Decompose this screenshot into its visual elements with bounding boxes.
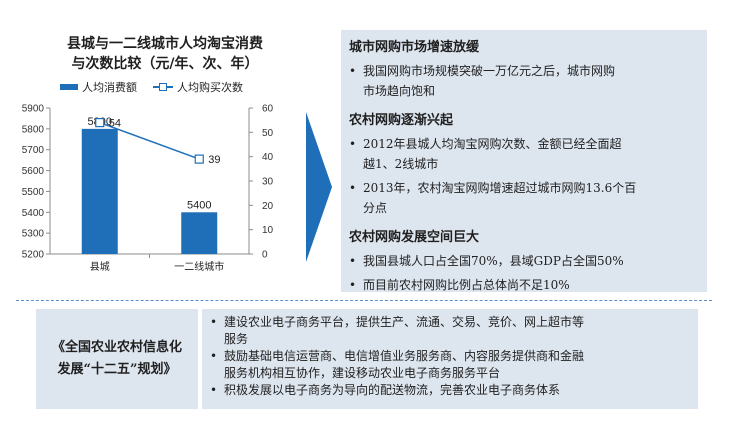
bullet-text-line: 分点 xyxy=(363,201,388,215)
policy-item: • 鼓励基础电信运营商、电信增值业务服务商、内容服务提供商和金融 服务机构相互协作，… xyxy=(210,348,692,382)
policy-text-line: 建设农业电子商务平台，提供生产、流通、交易、竞价、网上超市等 xyxy=(224,315,585,329)
policy-title-line2: 发展“十二五”规划》 xyxy=(57,362,177,377)
bar xyxy=(181,212,218,254)
bullet-item: • 而目前农村网购比例占总体尚不足10% xyxy=(349,275,699,295)
policy-text-line: 服务 xyxy=(224,332,249,346)
bullet-dot-icon: • xyxy=(210,349,218,363)
chart-legend: 人均消费额 人均购买次数 xyxy=(60,79,243,95)
y-left-tick-label: 5500 xyxy=(22,187,45,198)
series-line xyxy=(99,121,200,160)
legend-bar-swatch xyxy=(60,84,78,90)
y-left-tick-label: 5300 xyxy=(22,229,45,240)
y-right-tick-label: 0 xyxy=(262,250,268,261)
y-right-tick-label: 50 xyxy=(262,128,274,139)
y-left-tick-label: 5200 xyxy=(22,250,45,261)
y-left-tick-label: 5800 xyxy=(22,124,45,135)
policy-text-line: 服务机构相互协作，建设移动农业电子商务服务平台 xyxy=(224,366,501,380)
bullet-item: • 我国网购市场规模突破一万亿元之后，城市网购 市场趋向饱和 xyxy=(349,61,699,101)
chart-title-line2: 与次数比较（元/年、次、年） xyxy=(71,56,259,72)
y-right-tick-label: 60 xyxy=(262,104,274,115)
bullet-text-line: 2012年县城人均淘宝网购次数、金额已经全面超 xyxy=(363,137,622,151)
line-point xyxy=(95,117,105,128)
line-data-label: 39 xyxy=(208,154,220,166)
bar xyxy=(81,128,118,254)
bullet-dot-icon: • xyxy=(349,254,357,268)
bar-line-chart: 5200 5300 5400 5500 5600 5700 5800 5900 0 10 20 30 4… xyxy=(22,104,274,274)
y-right-tick-label: 10 xyxy=(262,225,274,236)
policy-item: • 建设农业电子商务平台，提供生产、流通、交易、竞价、网上超市等 服务 xyxy=(210,314,692,348)
y-right-tick-label: 40 xyxy=(262,152,274,163)
line-point xyxy=(194,154,204,164)
section-divider xyxy=(16,300,712,301)
bullet-dot-icon: • xyxy=(349,278,357,292)
bullet-text-line: 我国县城人口占全国70%，县域GDP占全国50% xyxy=(363,254,624,268)
chart-title: 县城与一二线城市人均淘宝消费 与次数比较（元/年、次、年） xyxy=(30,34,300,74)
policy-title-line1: 《全国农业农村信息化 xyxy=(51,340,182,355)
x-tick-label: 一二线城市 xyxy=(174,260,224,273)
right-arrow-icon xyxy=(306,112,332,262)
market-trends-panel: 城市网购市场增速放缓 • 我国网购市场规模突破一万亿元之后，城市网购 市场趋向饱和农村… xyxy=(341,30,707,292)
bullet-item: • 我国县城人口占全国70%，县域GDP占全国50% xyxy=(349,251,699,271)
bar-data-label: 5400 xyxy=(187,199,211,211)
y-left-tick-label: 5700 xyxy=(22,145,45,156)
policy-title-box: 《全国农业农村信息化 发展“十二五”规划》 xyxy=(36,309,198,409)
policy-text-line: 积极发展以电子商务为导向的配送物流，完善农业电子商务体系 xyxy=(224,383,561,397)
bullet-dot-icon: • xyxy=(210,315,218,329)
bullet-text-line: 我国网购市场规模突破一万亿元之后，城市网购 xyxy=(363,64,616,78)
line-data-label: 54 xyxy=(109,118,121,130)
policy-item: • 积极发展以电子商务为导向的配送物流，完善农业电子商务体系 xyxy=(210,382,692,399)
bullet-dot-icon: • xyxy=(210,383,218,397)
policy-list: • 建设农业电子商务平台，提供生产、流通、交易、竞价、网上超市等 服务 • 鼓励基础电信… xyxy=(202,309,698,409)
x-tick-label: 县城 xyxy=(90,261,110,273)
legend-line-label: 人均购买次数 xyxy=(177,81,243,94)
bullet-dot-icon: • xyxy=(349,64,357,78)
y-right-tick-label: 20 xyxy=(262,201,274,212)
chart-title-line1: 县城与一二线城市人均淘宝消费 xyxy=(67,36,263,52)
section-title: 农村网购逐渐兴起 xyxy=(349,113,454,128)
y-right-tick-label: 30 xyxy=(262,177,274,188)
bullet-item: • 2013年，农村淘宝网购增速超过城市网购13.6个百 分点 xyxy=(349,178,699,218)
bullet-text-line: 而目前农村网购比例占总体尚不足10% xyxy=(363,278,570,292)
legend-line-swatch xyxy=(153,82,173,92)
bullet-dot-icon: • xyxy=(349,137,357,151)
y-left-tick-label: 5600 xyxy=(22,166,45,177)
policy-text-line: 鼓励基础电信运营商、电信增值业务服务商、内容服务提供商和金融 xyxy=(224,349,585,363)
bullet-text-line: 2013年，农村淘宝网购增速超过城市网购13.6个百 xyxy=(363,181,637,195)
bullet-item: • 2012年县城人均淘宝网购次数、金额已经全面超 越1、2线城市 xyxy=(349,134,699,174)
bullet-text-line: 市场趋向饱和 xyxy=(363,84,436,98)
section-title: 农村网购发展空间巨大 xyxy=(349,230,480,245)
y-left-tick-label: 5900 xyxy=(22,104,45,115)
y-left-tick-label: 5400 xyxy=(22,208,45,219)
section-title: 城市网购市场增速放缓 xyxy=(349,40,480,55)
bullet-text-line: 越1、2线城市 xyxy=(363,157,439,171)
legend-bar-label: 人均消费额 xyxy=(82,81,137,94)
bullet-dot-icon: • xyxy=(349,181,357,195)
